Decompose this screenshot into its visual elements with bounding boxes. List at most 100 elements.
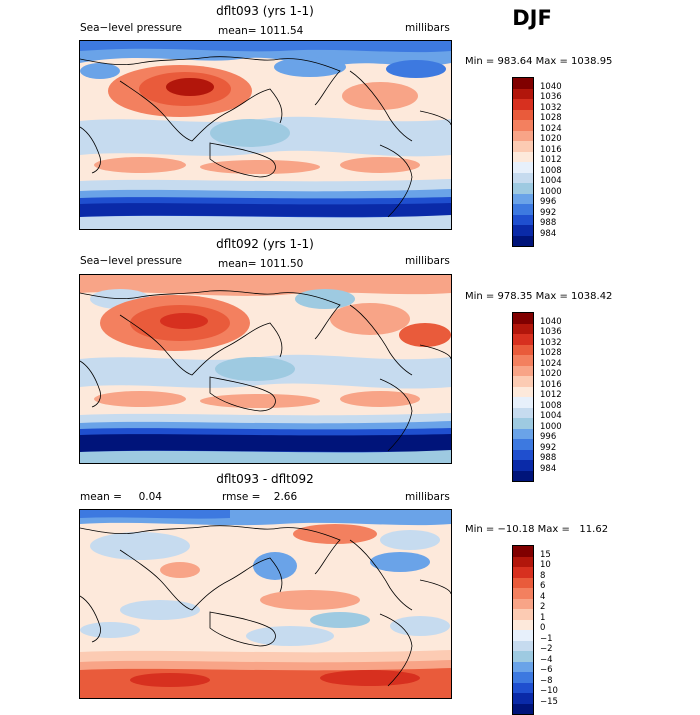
colorbar-swatch — [513, 598, 533, 609]
colorbar-tick-label: 8 — [540, 570, 546, 581]
colorbar-swatch — [513, 470, 533, 481]
colorbar-tick-label: 996 — [540, 197, 557, 207]
colorbar-swatch — [513, 672, 533, 683]
panel-1-colorbar — [512, 77, 534, 247]
panel-2-minmax: Min = 978.35 Max = 1038.42 — [465, 291, 613, 302]
panel-3-units-label: millibars — [405, 491, 450, 503]
colorbar-swatch — [513, 183, 533, 194]
colorbar-swatch — [513, 99, 533, 110]
colorbar-swatch — [513, 556, 533, 567]
colorbar-swatch — [513, 546, 533, 557]
colorbar-tick-label: −15 — [540, 696, 558, 707]
colorbar-tick-label: 1016 — [540, 144, 562, 155]
colorbar-tick-label: 1024 — [540, 358, 562, 369]
colorbar-swatch — [513, 661, 533, 672]
colorbar-swatch — [513, 225, 533, 236]
panel-3-title: dflt093 - dflt092 — [216, 472, 314, 486]
colorbar-swatch — [513, 151, 533, 162]
colorbar-swatch — [513, 651, 533, 662]
colorbar-tick-label: 1032 — [540, 337, 562, 348]
colorbar-tick-label: 1004 — [540, 176, 562, 186]
colorbar-tick-label: 1008 — [540, 165, 562, 176]
colorbar-swatch — [513, 88, 533, 99]
colorbar-tick-label: 1000 — [540, 421, 562, 432]
panel-2-variable-label: Sea−level pressure — [80, 255, 183, 267]
colorbar-tick-label: 984 — [540, 463, 557, 474]
panel-1-minmax: Min = 983.64 Max = 1038.95 — [465, 56, 613, 67]
colorbar-tick-label: 1020 — [540, 369, 562, 379]
colorbar-swatch — [513, 109, 533, 120]
colorbar-swatch — [513, 313, 533, 324]
colorbar-swatch — [513, 365, 533, 376]
colorbar-tick-label: 0 — [540, 623, 546, 633]
colorbar-swatch — [513, 344, 533, 355]
panel-3-colorbar — [512, 545, 534, 715]
colorbar-tick-label: 10 — [540, 560, 551, 570]
panel-2-map — [79, 274, 452, 464]
colorbar-swatch — [513, 386, 533, 397]
panel-2-colorbar — [512, 312, 534, 482]
colorbar-tick-label: 1036 — [540, 327, 562, 337]
colorbar-tick-label: 996 — [540, 432, 557, 442]
colorbar-tick-label: 1016 — [540, 379, 562, 390]
panel-1-variable-label: Sea−level pressure — [80, 22, 183, 34]
panel-1-units-label: millibars — [405, 22, 450, 34]
colorbar-swatch — [513, 567, 533, 578]
colorbar-tick-label: 1028 — [540, 348, 562, 358]
panel-1-colorbar-labels: 1040 1036 1032 1028 1024 1020 1016 1012 1008 1004… — [540, 77, 580, 247]
colorbar-swatch — [513, 703, 533, 714]
panel-1-map — [79, 40, 452, 230]
colorbar-swatch — [513, 162, 533, 173]
colorbar-tick-label: 4 — [540, 591, 546, 602]
colorbar-tick-label: 1020 — [540, 134, 562, 144]
colorbar-swatch — [513, 407, 533, 418]
colorbar-swatch — [513, 577, 533, 588]
colorbar-swatch — [513, 193, 533, 204]
panel-2-mean-label: mean= 1011.50 — [218, 258, 304, 270]
colorbar-swatch — [513, 130, 533, 141]
colorbar-swatch — [513, 334, 533, 345]
colorbar-tick-label: 992 — [540, 207, 557, 218]
colorbar-swatch — [513, 172, 533, 183]
panel-2-title: dflt092 (yrs 1-1) — [216, 237, 314, 251]
colorbar-swatch — [513, 619, 533, 630]
colorbar-swatch — [513, 693, 533, 704]
colorbar-swatch — [513, 682, 533, 693]
colorbar-tick-label: 988 — [540, 218, 557, 228]
colorbar-tick-label: 1 — [540, 612, 546, 623]
colorbar-tick-label: −8 — [540, 675, 553, 686]
colorbar-swatch — [513, 323, 533, 334]
panel-2-colorbar-labels: 1040 1036 1032 1028 1024 1020 1016 1012 1008 1004… — [540, 312, 580, 482]
colorbar-tick-label: 1032 — [540, 102, 562, 113]
colorbar-swatch — [513, 609, 533, 620]
colorbar-swatch — [513, 397, 533, 408]
colorbar-tick-label: 6 — [540, 581, 546, 591]
panel-3-rmse-label: rmse = 2.66 — [222, 491, 298, 503]
colorbar-swatch — [513, 439, 533, 450]
panel-3-mean-label: mean = 0.04 — [80, 491, 162, 503]
colorbar-tick-label: 1000 — [540, 186, 562, 197]
colorbar-swatch — [513, 355, 533, 366]
colorbar-tick-label: 1028 — [540, 113, 562, 123]
colorbar-tick-label: 1012 — [540, 390, 562, 400]
panel-1-title: dflt093 (yrs 1-1) — [216, 4, 314, 18]
colorbar-swatch — [513, 449, 533, 460]
colorbar-tick-label: 1040 — [540, 316, 562, 327]
colorbar-tick-label: 15 — [540, 549, 551, 560]
colorbar-swatch — [513, 460, 533, 471]
colorbar-swatch — [513, 630, 533, 641]
panel-2-units-label: millibars — [405, 255, 450, 267]
colorbar-swatch — [513, 235, 533, 246]
colorbar-tick-label: 1036 — [540, 92, 562, 102]
panel-3-colorbar-labels: 15 10 8 6 4 2 1 0 −1 −2 −4 −6 −8 −10 −15 — [540, 545, 580, 715]
colorbar-tick-label: 1004 — [540, 411, 562, 421]
colorbar-swatch — [513, 428, 533, 439]
colorbar-swatch — [513, 214, 533, 225]
panel-3-minmax: Min = −10.18 Max = 11.62 — [465, 524, 609, 535]
colorbar-swatch — [513, 640, 533, 651]
colorbar-swatch — [513, 418, 533, 429]
colorbar-swatch — [513, 588, 533, 599]
colorbar-tick-label: 1008 — [540, 400, 562, 411]
colorbar-tick-label: −6 — [540, 665, 553, 675]
colorbar-tick-label: −1 — [540, 633, 553, 644]
